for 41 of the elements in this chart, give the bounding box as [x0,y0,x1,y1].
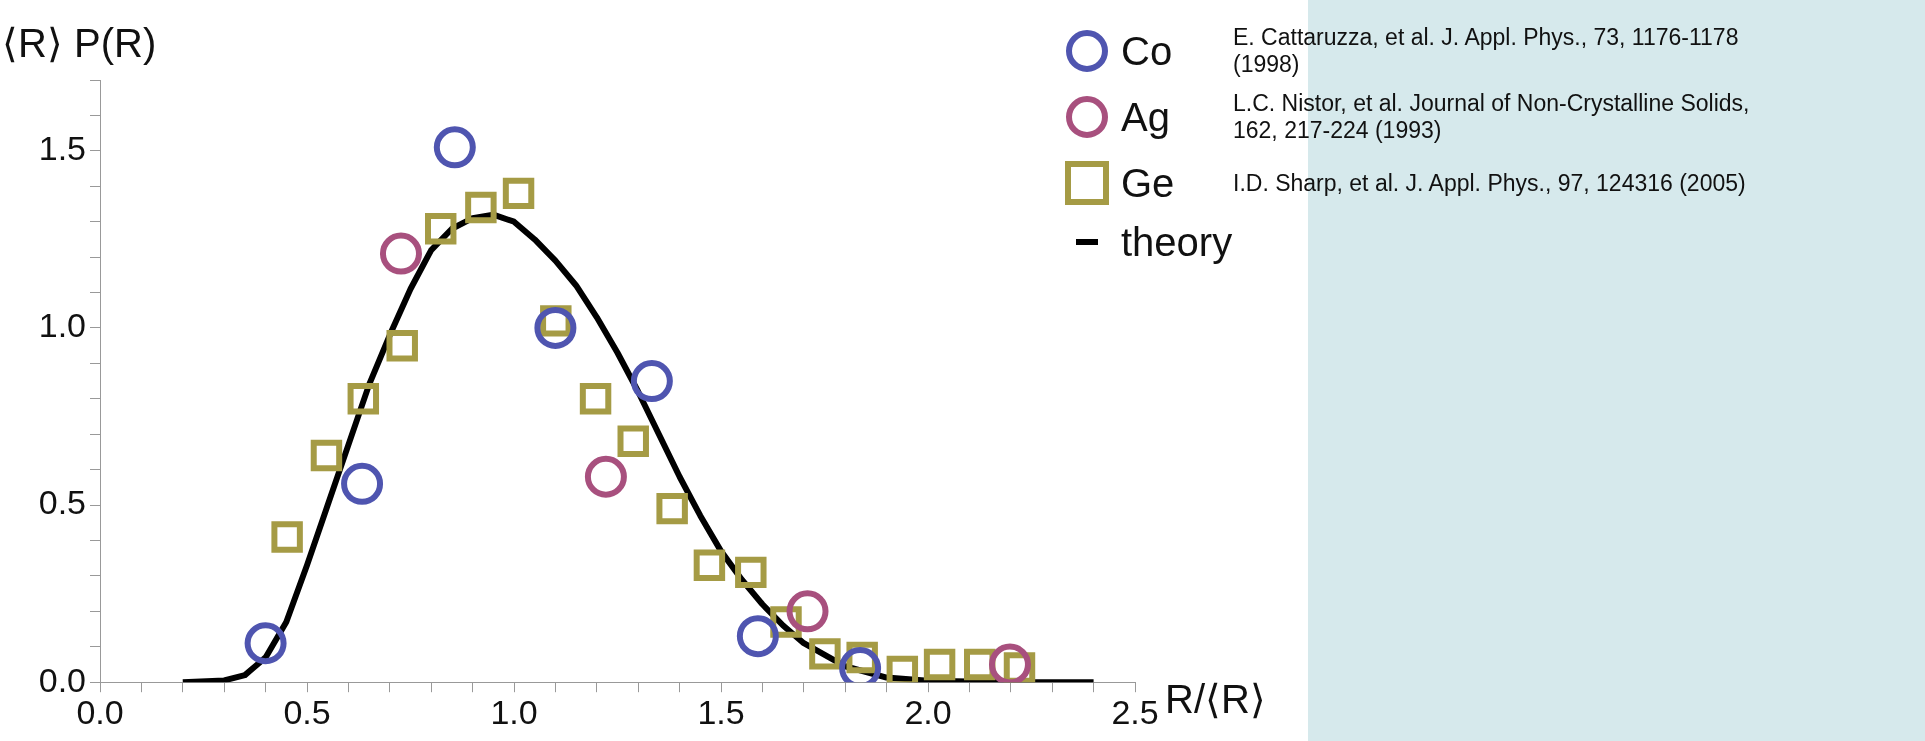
legend-label: Co [1121,28,1174,74]
point [271,521,303,553]
point [617,425,649,458]
point [424,213,457,245]
point [988,643,1031,683]
point [244,622,287,665]
point [736,615,779,658]
point [386,329,418,362]
point [584,455,627,498]
point [693,549,726,582]
x-tick-label: 2.5 [1111,692,1159,731]
y-tick-label: 1.5 [38,129,86,168]
legend-label: Ag [1121,94,1171,140]
x-tick-label: 2.0 [904,692,952,731]
x-tick-label: 1.0 [490,692,538,731]
x-tick-label: 1.5 [697,692,745,731]
point [735,556,767,589]
point [341,462,384,505]
x-axis-title: R/⟨R⟩ [1165,677,1266,722]
point [379,232,422,275]
y-tick-label: 1.0 [38,306,86,345]
point [579,383,612,415]
point [809,638,841,670]
point [502,177,535,210]
point [656,492,688,525]
legend-label: Ge [1121,160,1176,206]
text: L.C. Nistor, et al. Journal of Non-Crystalline Solids, 162, 217-224 (1993) [1233,90,1751,144]
y-tick-label: 0.5 [38,483,86,522]
point [433,126,476,169]
legend-label: theory [1121,219,1233,265]
text: E. Cattaruzza, et al. J. Appl. Phys., 73, 1176-1178 (1998) [1233,24,1740,78]
text: I.D. Sharp, et al. J. Appl. Phys., 97, 124316 (2005) [1233,169,1747,197]
point [786,590,829,633]
x-tick-label: 0.5 [283,692,331,731]
y-axis-title: ⟨R⟩ P(R) [2,21,157,66]
point [310,439,343,472]
point [630,360,673,403]
point [465,191,497,224]
point [534,306,577,349]
point [347,383,380,415]
point [923,648,956,681]
